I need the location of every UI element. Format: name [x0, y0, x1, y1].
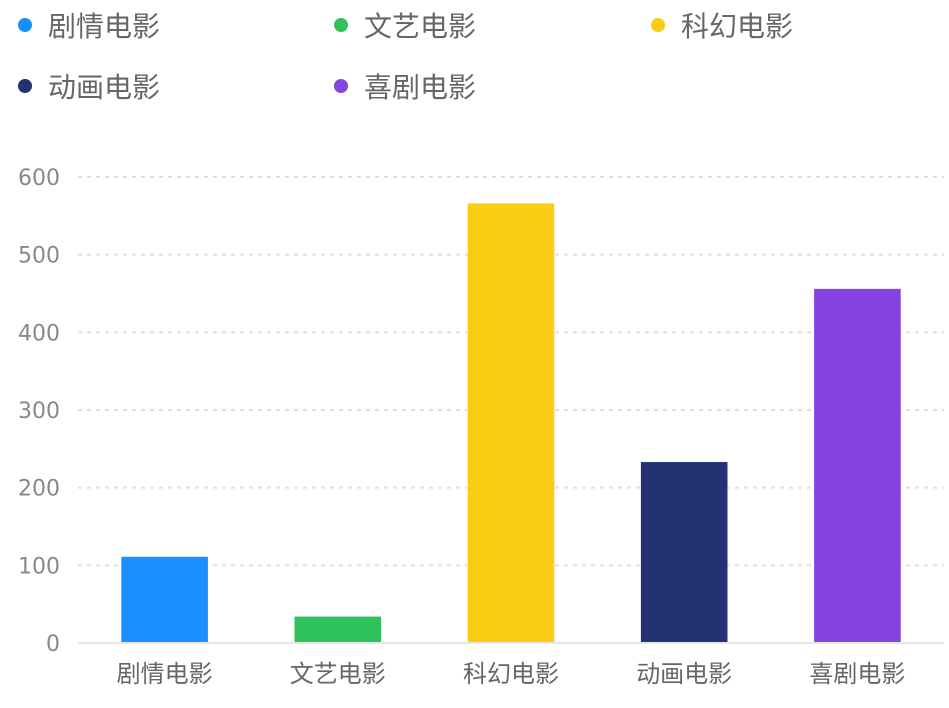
x-tick-label: 文艺电影	[290, 660, 386, 688]
x-tick-label: 喜剧电影	[809, 660, 905, 688]
bar-1[interactable]	[121, 556, 208, 643]
legend-item-drama[interactable]: 剧情电影	[18, 7, 160, 43]
legend-marker-comedy	[334, 79, 348, 93]
bar-5[interactable]	[814, 288, 901, 643]
legend-item-scifi[interactable]: 科幻电影	[651, 7, 793, 43]
bar-3[interactable]	[467, 203, 555, 643]
legend-label-animation: 动画电影	[48, 71, 161, 104]
bars	[121, 203, 901, 643]
x-tick-label: 剧情电影	[117, 660, 213, 688]
legend-label-comedy: 喜剧电影	[364, 71, 477, 104]
y-axis: 0 100 200 300 400 500 600	[18, 166, 60, 657]
legend-item-art[interactable]: 文艺电影	[334, 7, 476, 43]
y-tick-label: 600	[18, 166, 60, 191]
legend-item-animation[interactable]: 动画电影	[18, 68, 160, 104]
legend-label-drama: 剧情电影	[48, 10, 161, 43]
y-tick-label: 300	[18, 399, 60, 424]
legend-marker-drama	[18, 18, 32, 32]
legend-marker-scifi	[651, 18, 665, 32]
legend-marker-art	[334, 18, 348, 32]
y-tick-label: 200	[18, 477, 60, 502]
y-tick-label: 500	[18, 244, 60, 269]
x-tick-label: 科幻电影	[463, 660, 559, 688]
bar-4[interactable]	[640, 462, 728, 643]
legend-marker-animation	[18, 79, 32, 93]
legend-label-scifi: 科幻电影	[681, 10, 794, 43]
y-tick-label: 400	[18, 321, 60, 346]
legend-item-comedy[interactable]: 喜剧电影	[334, 68, 476, 104]
bar-2[interactable]	[294, 616, 382, 643]
x-tick-label: 动画电影	[636, 660, 732, 688]
y-tick-label: 0	[46, 632, 60, 657]
legend-label-art: 文艺电影	[364, 10, 477, 43]
y-tick-label: 100	[18, 554, 60, 579]
x-axis: 剧情电影 文艺电影 科幻电影 动画电影 喜剧电影	[117, 660, 906, 688]
